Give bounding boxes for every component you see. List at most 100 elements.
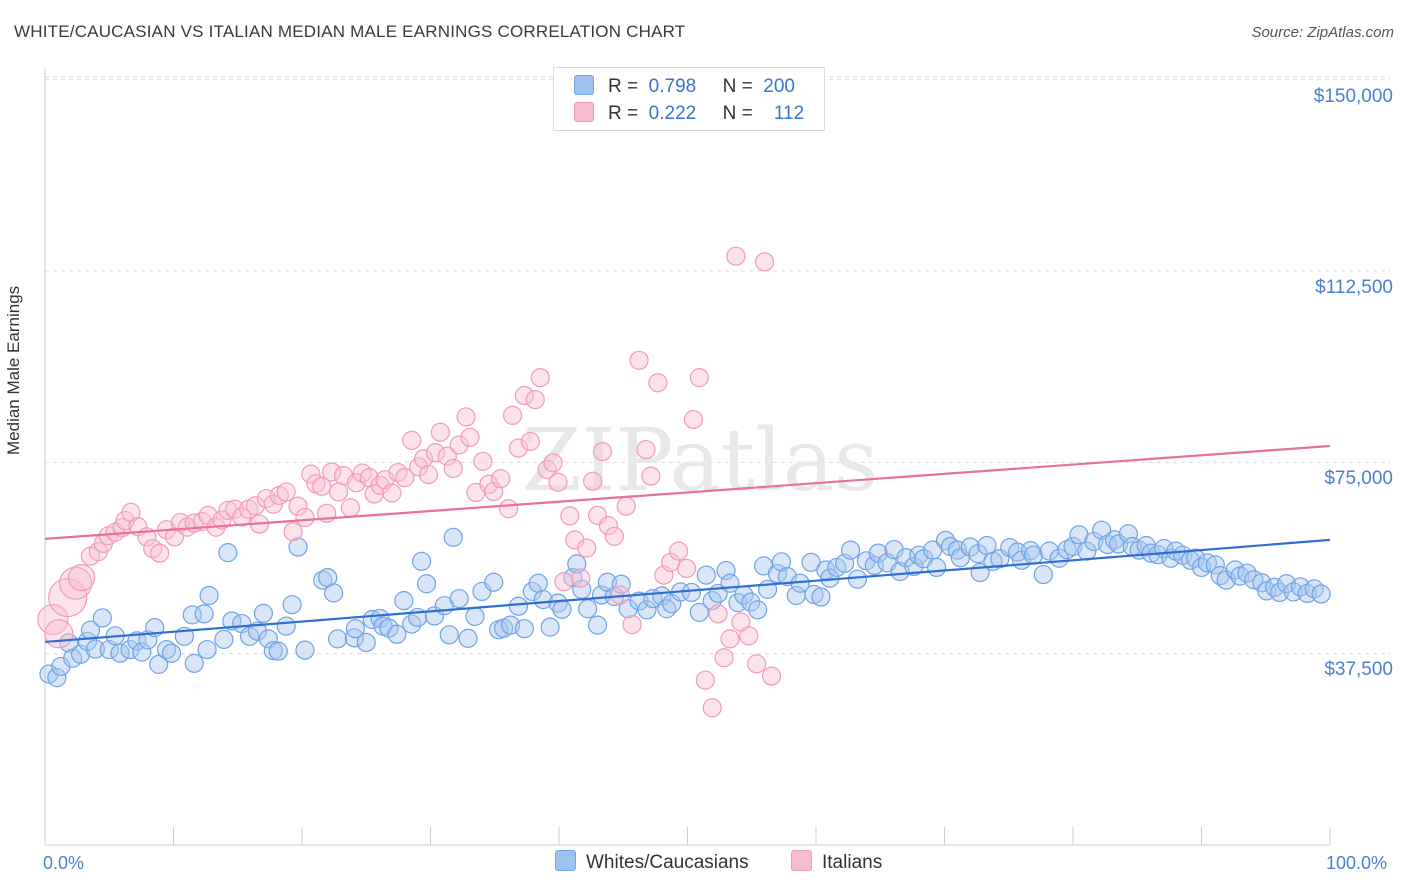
white-caucasian-point — [132, 642, 152, 662]
white-caucasian-point — [484, 572, 504, 592]
italian-point — [276, 482, 296, 502]
n-label: N = — [722, 103, 753, 124]
white-caucasian-point — [218, 543, 238, 563]
white-caucasian-point — [379, 618, 399, 638]
white-caucasian-point — [449, 588, 469, 609]
white-caucasian-point — [247, 621, 268, 641]
y-tick-label: $150,000 — [1313, 86, 1393, 107]
italian-point — [577, 538, 597, 558]
white-caucasian-point — [681, 582, 702, 603]
white-caucasian-point — [1118, 524, 1138, 544]
italians-trend-line — [44, 444, 1331, 540]
white-caucasian-point — [138, 630, 158, 650]
italian-point — [44, 619, 74, 649]
white-caucasian-point — [197, 639, 217, 660]
white-caucasian-point — [263, 641, 283, 661]
italian-point — [560, 506, 580, 526]
y-tick-label: $75,000 — [1324, 468, 1393, 489]
italian-point — [598, 516, 619, 536]
white-caucasian-point — [1092, 520, 1112, 540]
white-caucasian-point — [1197, 553, 1218, 573]
white-caucasian-point — [689, 602, 709, 622]
italian-point — [641, 466, 661, 486]
italian-point — [328, 482, 349, 502]
italian-point — [548, 472, 568, 492]
white-caucasian-point — [950, 548, 970, 568]
italian-point — [676, 558, 697, 579]
n-value: 200 — [763, 76, 795, 97]
italian-point — [430, 422, 450, 442]
white-caucasian-point — [1033, 564, 1053, 585]
white-caucasian-point — [161, 643, 182, 663]
white-caucasian-point — [387, 624, 407, 644]
white-caucasian-point — [578, 599, 598, 619]
italian-point — [636, 439, 656, 460]
italian-point — [502, 405, 523, 425]
white-caucasian-point — [214, 629, 234, 649]
italian-point — [460, 427, 480, 447]
legend-row-whites: R = 0.798 N = 200 — [574, 75, 795, 99]
italian-point — [402, 430, 422, 450]
italian-point — [232, 507, 252, 527]
y-tick-label: $112,500 — [1315, 277, 1393, 298]
italian-point — [443, 458, 463, 479]
italian-point — [530, 368, 550, 388]
white-caucasian-point — [288, 537, 308, 557]
white-caucasian-point — [194, 604, 214, 624]
y-tick-label: $37,500 — [1324, 659, 1393, 680]
italian-point — [150, 543, 170, 563]
white-caucasian-point — [716, 560, 736, 581]
italian-point — [720, 629, 740, 649]
white-caucasian-point — [508, 596, 529, 616]
italian-point — [761, 666, 782, 686]
italian-point — [739, 626, 759, 646]
white-caucasian-point — [92, 608, 112, 628]
white-caucasian-point — [184, 653, 204, 673]
r-value: 0.798 — [648, 76, 697, 97]
white-caucasian-point — [47, 668, 67, 688]
italian-point — [554, 572, 574, 592]
x-tick-label: 100.0% — [1326, 853, 1388, 873]
white-caucasian-point — [327, 629, 348, 649]
bottom-legend-whites: Whites/Caucasians — [555, 850, 749, 874]
white-caucasian-point — [110, 643, 130, 663]
italian-point — [702, 698, 722, 718]
italian-point — [714, 648, 734, 668]
white-caucasian-point — [416, 574, 437, 594]
white-caucasian-point — [324, 583, 344, 603]
n-label: N = — [722, 76, 753, 97]
italian-point — [473, 451, 493, 471]
white-caucasian-point — [1185, 548, 1206, 568]
source-label: Source: ZipAtlas.com — [1251, 24, 1394, 41]
r-label: R = — [608, 103, 639, 124]
italian-point — [498, 499, 519, 519]
italian-point — [322, 462, 342, 482]
italian-point — [604, 526, 624, 546]
italian-point — [164, 527, 185, 547]
white-caucasian-point — [1205, 555, 1225, 575]
italian-point — [629, 350, 649, 370]
legend-swatch-blue — [555, 850, 576, 871]
italian-point — [382, 483, 402, 503]
white-caucasian-point — [253, 603, 274, 623]
italian-point — [295, 507, 315, 528]
legend-swatch-pink — [574, 102, 594, 122]
white-caucasian-point — [801, 552, 821, 572]
white-caucasian-point — [528, 573, 548, 593]
r-label: R = — [608, 76, 639, 97]
white-caucasian-point — [811, 587, 831, 607]
white-caucasian-point — [282, 595, 302, 615]
italian-point — [648, 373, 668, 393]
white-caucasian-point — [567, 554, 587, 574]
italian-point — [754, 252, 775, 272]
white-caucasian-point — [443, 527, 463, 547]
white-caucasian-point — [356, 632, 376, 653]
italian-point — [59, 566, 93, 600]
white-caucasian-point — [149, 654, 169, 674]
white-caucasian-point — [199, 585, 219, 606]
italian-point — [456, 407, 476, 427]
white-caucasian-point — [847, 569, 868, 589]
white-caucasian-point — [904, 556, 924, 577]
italian-point — [67, 564, 96, 592]
white-caucasian-point — [926, 557, 947, 578]
